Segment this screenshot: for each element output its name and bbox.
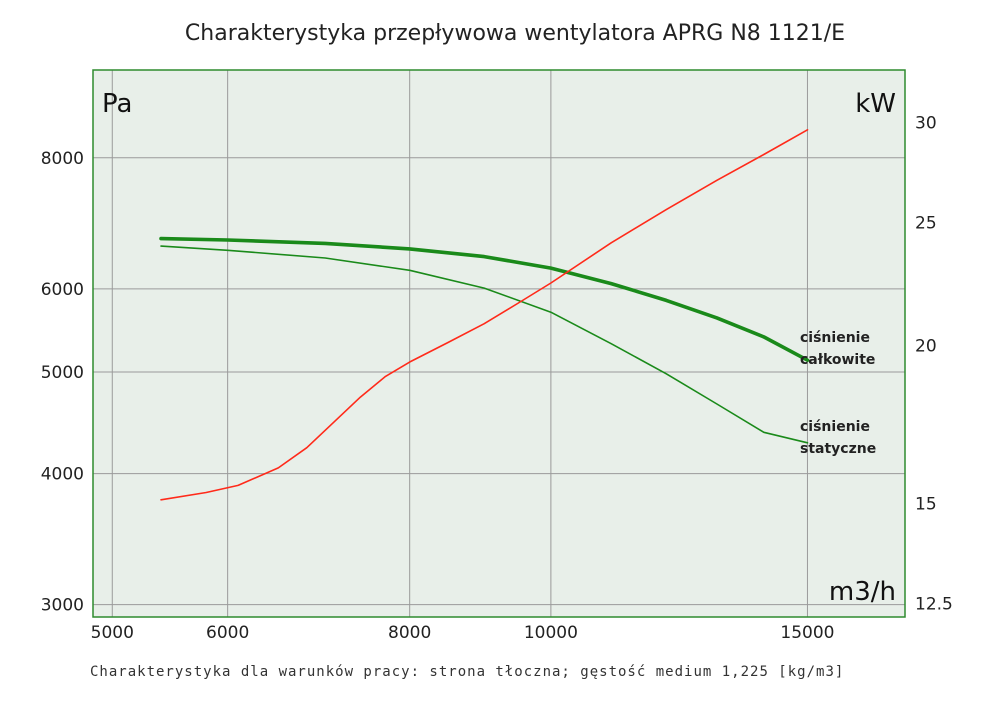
y-right-tick-labels: 12.5 15 20 25 30 bbox=[915, 113, 953, 614]
x-tick-label: 10000 bbox=[524, 623, 578, 643]
y-left-tick-label: 6000 bbox=[41, 280, 84, 300]
x-gridlines bbox=[111, 70, 808, 617]
y-right-tick-label: 20 bbox=[915, 336, 937, 356]
total-pressure-line bbox=[159, 236, 810, 363]
y-left-unit: Pa bbox=[102, 89, 132, 119]
y-left-tick-label: 3000 bbox=[41, 596, 84, 616]
y-gridlines bbox=[93, 157, 905, 606]
series-layer bbox=[159, 129, 810, 501]
x-unit: m3/h bbox=[829, 577, 896, 607]
static-pressure-line bbox=[160, 245, 809, 444]
y-right-tick-label: 25 bbox=[915, 214, 937, 234]
series-labels: ciśnienie całkowite ciśnienie statyczne bbox=[800, 330, 876, 457]
y-left-tick-label: 5000 bbox=[41, 363, 84, 383]
y-right-tick-label: 12.5 bbox=[915, 595, 953, 615]
power-line bbox=[160, 129, 809, 501]
total-pressure-label: ciśnienie całkowite bbox=[800, 330, 875, 368]
y-right-unit: kW bbox=[855, 89, 896, 119]
plot-area bbox=[93, 70, 905, 617]
y-left-tick-labels: 3000 4000 5000 6000 8000 bbox=[41, 149, 84, 616]
y-right-tick-label: 30 bbox=[915, 113, 937, 133]
x-tick-labels: 5000 6000 8000 10000 15000 bbox=[91, 623, 835, 643]
chart-title: Charakterystyka przepływowa wentylatora … bbox=[185, 21, 845, 46]
static-pressure-label: ciśnienie statyczne bbox=[800, 419, 876, 457]
x-tick-label: 15000 bbox=[780, 623, 834, 643]
y-left-tick-label: 8000 bbox=[41, 149, 84, 169]
conditions-note: Charakterystyka dla warunków pracy: stro… bbox=[90, 664, 844, 680]
y-left-tick-label: 4000 bbox=[41, 465, 84, 485]
y-right-tick-label: 15 bbox=[915, 494, 937, 514]
x-tick-label: 5000 bbox=[91, 623, 134, 643]
x-tick-label: 6000 bbox=[206, 623, 249, 643]
plot-frame bbox=[92, 69, 906, 618]
x-tick-label: 8000 bbox=[388, 623, 431, 643]
